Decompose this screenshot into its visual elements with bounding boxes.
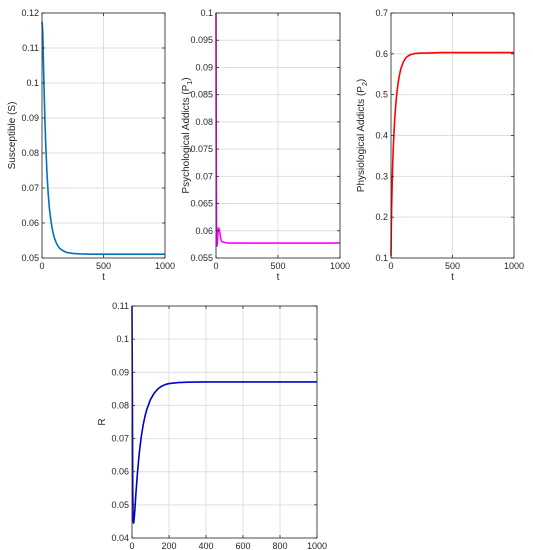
recovered-series-line: [131, 305, 317, 524]
psychological-addicts-plot: 0 500 1000 0.055 0.06 0.065 0.07 0.075 0.08 0.085…: [181, 8, 350, 283]
psychological-addicts-y-tick-label: 0.1: [200, 8, 213, 18]
physiological-addicts-y-tick-label: 0.4: [375, 131, 388, 141]
physiological-addicts-y-tick-label: 0.5: [375, 90, 388, 100]
physiological-addicts-x-tick-label: 1000: [504, 261, 524, 271]
physiological-addicts-x-axis-label: t: [451, 272, 454, 283]
recovered-x-tick-label: 600: [235, 541, 250, 550]
recovered-x-tick-label: 800: [272, 541, 287, 550]
recovered-y-tick-label: 0.06: [111, 467, 129, 477]
recovered-y-tick-label: 0.04: [111, 533, 129, 543]
susceptible-y-tick-label: 0.09: [21, 113, 39, 123]
recovered-x-tick-label: 400: [198, 541, 213, 550]
susceptible-x-tick-label: 0: [39, 261, 44, 271]
physiological-addicts-y-tick-label: 0.3: [375, 171, 388, 181]
psychological-addicts-y-tick-label: 0.065: [190, 199, 213, 209]
psychological-addicts-y-tick-label: 0.09: [195, 62, 213, 72]
psychological-addicts-y-tick-label: 0.075: [190, 144, 213, 154]
recovered-axes-box: [131, 305, 318, 539]
recovered-y-tick-label: 0.07: [111, 434, 129, 444]
susceptible-y-axis-label: Susceptible (S): [7, 102, 18, 170]
susceptible-y-tick-label: 0.08: [21, 148, 39, 158]
recovered-x-tick-label: 1000: [307, 541, 327, 550]
psychological-addicts-x-tick-label: 500: [270, 261, 285, 271]
psychological-addicts-y-tick-label: 0.07: [195, 171, 213, 181]
susceptible-y-tick-label: 0.11: [22, 43, 39, 53]
recovered-y-tick-label: 0.09: [111, 367, 129, 377]
physiological-addicts-y-tick-label: 0.2: [375, 212, 388, 222]
recovered-x-tick-label: 200: [161, 541, 176, 550]
physiological-addicts-x-tick-label: 0: [388, 261, 393, 271]
recovered-plot: 0 200 400 600 800 1000 0.04 0.05 0.06 0.07 0.08 0.0…: [97, 301, 327, 550]
recovered-x-tick-label: 0: [129, 541, 134, 550]
recovered-y-axis-label: R: [97, 418, 108, 425]
psychological-addicts-y-axis-label: Psychological Addicts (P1): [181, 77, 194, 193]
psychological-addicts-series-line: [215, 12, 340, 247]
recovered-y-tick-label: 0.11: [112, 301, 129, 311]
physiological-addicts-plot: 0 500 1000 0.1 0.2 0.3 0.4 0.5 0.6 0.7 t Physiologi…: [356, 8, 524, 283]
susceptible-y-tick-label: 0.06: [21, 218, 39, 228]
psychological-addicts-y-tick-label: 0.055: [190, 253, 213, 263]
susceptible-x-tick-label: 1000: [155, 261, 175, 271]
physiological-addicts-y-tick-label: 0.1: [375, 253, 388, 263]
physiological-addicts-series-line: [390, 51, 514, 256]
physiological-addicts-y-tick-label: 0.7: [375, 8, 388, 18]
psychological-addicts-y-tick-label: 0.08: [195, 117, 213, 127]
recovered-y-tick-label: 0.1: [116, 334, 129, 344]
susceptible-x-tick-label: 500: [96, 261, 111, 271]
susceptible-y-tick-label: 0.12: [21, 8, 39, 18]
physiological-addicts-y-axis-label: Physiological Addicts (P2): [356, 79, 369, 192]
recovered-y-tick-label: 0.05: [111, 500, 129, 510]
psychological-addicts-x-tick-label: 0: [213, 261, 218, 271]
susceptible-y-tick-label: 0.1: [26, 78, 39, 88]
physiological-addicts-x-tick-label: 500: [445, 261, 460, 271]
recovered-plot-area: [132, 306, 317, 538]
psychological-addicts-y-tick-label: 0.085: [190, 90, 213, 100]
psychological-addicts-x-axis-label: t: [277, 272, 280, 283]
susceptible-series-line: [41, 21, 165, 255]
susceptible-x-axis-label: t: [102, 272, 105, 283]
susceptible-plot: 0 500 1000 0.05 0.06 0.07 0.08 0.09 0.1 0.11 0.12 t…: [7, 8, 175, 283]
susceptible-y-tick-label: 0.05: [21, 253, 39, 263]
physiological-addicts-y-tick-label: 0.6: [375, 49, 388, 59]
psychological-addicts-y-tick-label: 0.095: [190, 35, 213, 45]
recovered-y-tick-label: 0.08: [111, 400, 129, 410]
susceptible-y-tick-label: 0.07: [21, 183, 39, 193]
psychological-addicts-y-tick-label: 0.06: [195, 226, 213, 236]
psychological-addicts-x-tick-label: 1000: [330, 261, 350, 271]
